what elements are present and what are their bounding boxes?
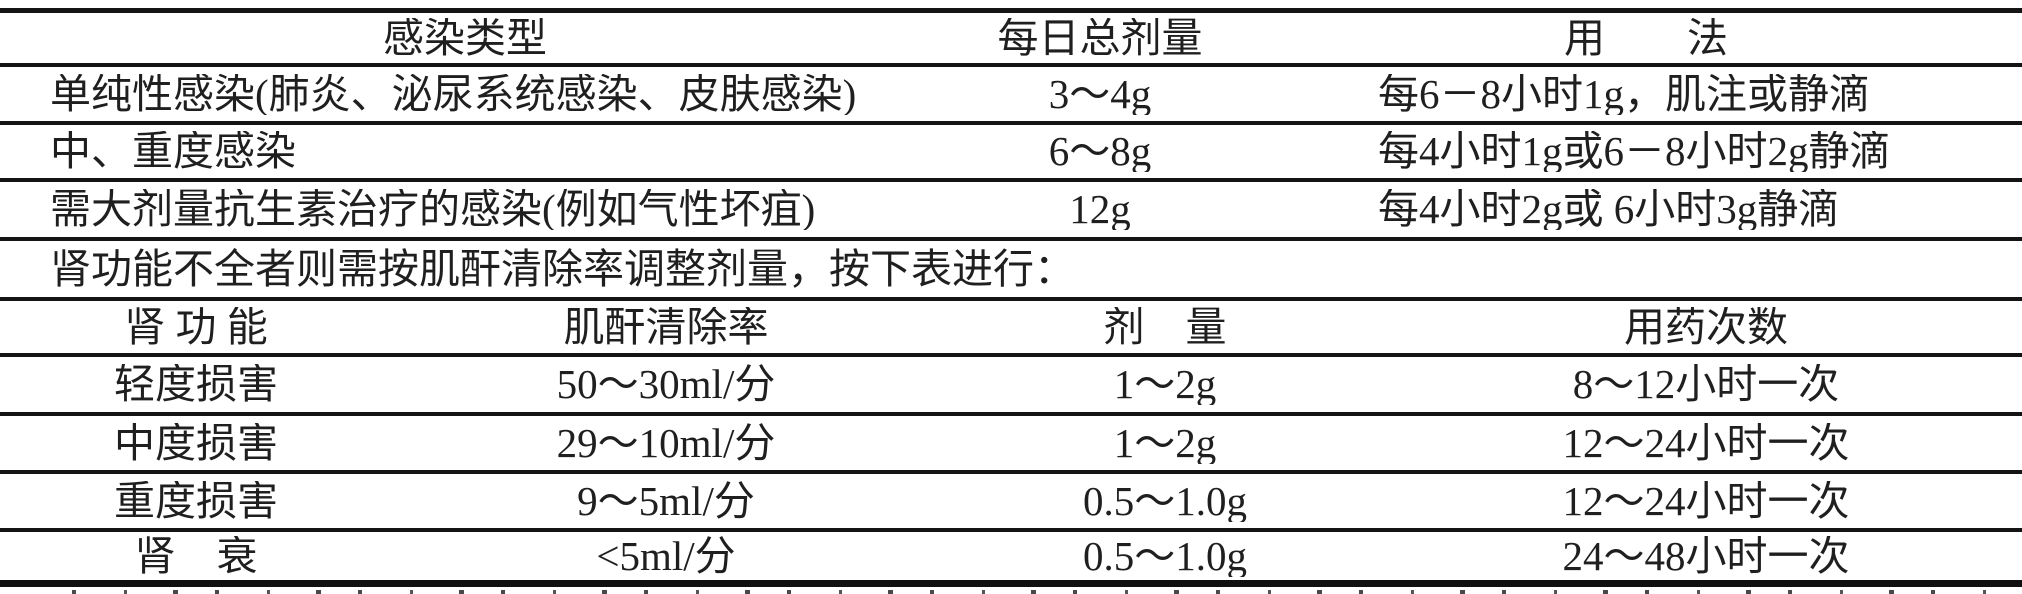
dose-cell: 1～2g xyxy=(1113,364,1217,405)
renal-function-cell: 重度损害 xyxy=(114,480,278,522)
creatinine-clearance-cell: 50～30ml/分 xyxy=(556,364,776,405)
usage-cell: 每4小时2g或 6小时3g静滴 xyxy=(1378,189,1840,230)
table-row-simple-infection: 单纯性感染(肺炎、泌尿系统感染、皮肤感染) 3～4g 每6－8小时1g，肌注或静… xyxy=(0,67,2022,125)
table-row-moderate-severe-infection: 中、重度感染 6～8g 每4小时1g或6－8小时2g静滴 xyxy=(0,125,2022,182)
renal-adjustment-note: 肾功能不全者则需按肌酐清除率调整剂量，按下表进行： xyxy=(0,241,2022,301)
renal-adjustment-table: 肾 功 能 肌酐清除率 剂 量 用药次数 轻度损害 50～30ml/分 1～2g… xyxy=(0,301,2022,587)
table-row-renal-failure: 肾 衰 <5ml/分 0.5～1.0g 24～48小时一次 xyxy=(0,532,2022,587)
daily-dose-cell: 12g xyxy=(1069,189,1131,230)
infection-dosage-table: 感染类型 每日总剂量 用 法 单纯性感染(肺炎、泌尿系统感染、皮肤感染) 3～4… xyxy=(0,8,2022,301)
creatinine-clearance-cell: 9～5ml/分 xyxy=(577,480,755,522)
infection-type-cell: 需大剂量抗生素治疗的感染(例如气性坏疽) xyxy=(50,189,816,230)
header-frequency: 用药次数 xyxy=(1624,306,1788,348)
header-dose: 剂 量 xyxy=(1103,306,1227,348)
renal-function-cell: 轻度损害 xyxy=(114,364,278,405)
usage-cell: 每4小时1g或6－8小时2g静滴 xyxy=(1378,131,1891,172)
header-usage: 用 法 xyxy=(1564,17,1728,59)
frequency-cell: 12～24小时一次 xyxy=(1562,480,1850,522)
frequency-cell: 8～12小时一次 xyxy=(1572,364,1840,405)
dose-cell: 0.5～1.0g xyxy=(1083,535,1247,577)
top-margin xyxy=(0,0,2022,8)
creatinine-clearance-cell: <5ml/分 xyxy=(596,535,736,577)
creatinine-clearance-cell: 29～10ml/分 xyxy=(556,422,776,464)
header-renal-function: 肾 功 能 xyxy=(124,306,268,348)
infection-type-cell: 中、重度感染 xyxy=(50,131,296,172)
daily-dose-cell: 6～8g xyxy=(1048,131,1152,172)
daily-dose-cell: 3～4g xyxy=(1048,73,1152,115)
table-row-severe-impairment: 重度损害 9～5ml/分 0.5～1.0g 12～24小时一次 xyxy=(0,474,2022,532)
clipped-text-row xyxy=(0,587,2022,594)
renal-function-cell: 中度损害 xyxy=(114,422,278,464)
dose-cell: 0.5～1.0g xyxy=(1083,480,1247,522)
usage-cell: 每6－8小时1g，肌注或静滴 xyxy=(1378,73,1870,115)
header-daily-dose: 每日总剂量 xyxy=(997,17,1203,59)
dose-cell: 1～2g xyxy=(1113,422,1217,464)
infection-type-cell: 单纯性感染(肺炎、泌尿系统感染、皮肤感染) xyxy=(50,73,857,115)
table-row-moderate-impairment: 中度损害 29～10ml/分 1～2g 12～24小时一次 xyxy=(0,416,2022,474)
renal-function-cell: 肾 衰 xyxy=(134,535,258,577)
frequency-cell: 24～48小时一次 xyxy=(1562,535,1850,577)
clipped-glyph-tops xyxy=(72,590,1996,594)
header-creatinine-clearance: 肌酐清除率 xyxy=(563,306,769,348)
infection-dosage-header-row: 感染类型 每日总剂量 用 法 xyxy=(0,13,2022,67)
renal-table-header-row: 肾 功 能 肌酐清除率 剂 量 用药次数 xyxy=(0,301,2022,357)
frequency-cell: 12～24小时一次 xyxy=(1562,422,1850,464)
table-row-mild-impairment: 轻度损害 50～30ml/分 1～2g 8～12小时一次 xyxy=(0,357,2022,416)
header-infection-type: 感染类型 xyxy=(383,17,547,59)
table-row-high-dose-infection: 需大剂量抗生素治疗的感染(例如气性坏疽) 12g 每4小时2g或 6小时3g静滴 xyxy=(0,182,2022,241)
